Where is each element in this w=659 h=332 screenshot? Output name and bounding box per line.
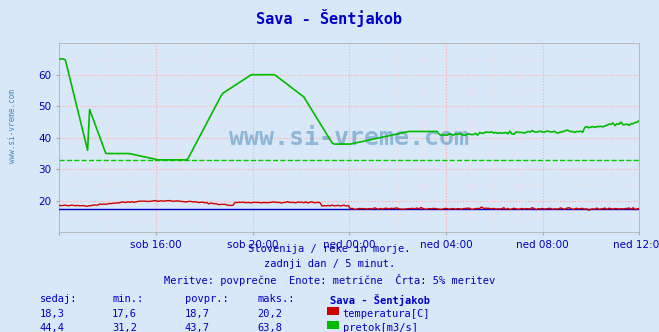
Text: min.:: min.:	[112, 294, 143, 304]
Text: www.si-vreme.com: www.si-vreme.com	[8, 89, 17, 163]
Text: Sava - Šentjakob: Sava - Šentjakob	[256, 9, 403, 27]
Text: Meritve: povprečne  Enote: metrične  Črta: 5% meritev: Meritve: povprečne Enote: metrične Črta:…	[164, 274, 495, 286]
Text: povpr.:: povpr.:	[185, 294, 228, 304]
Text: Slovenija / reke in morje.: Slovenija / reke in morje.	[248, 244, 411, 254]
Text: 44,4: 44,4	[40, 323, 65, 332]
Text: 20,2: 20,2	[257, 309, 282, 319]
Text: sedaj:: sedaj:	[40, 294, 77, 304]
Text: 17,6: 17,6	[112, 309, 137, 319]
Text: 31,2: 31,2	[112, 323, 137, 332]
Text: temperatura[C]: temperatura[C]	[343, 309, 430, 319]
Text: Sava - Šentjakob: Sava - Šentjakob	[330, 294, 430, 306]
Text: 18,3: 18,3	[40, 309, 65, 319]
Text: pretok[m3/s]: pretok[m3/s]	[343, 323, 418, 332]
Text: maks.:: maks.:	[257, 294, 295, 304]
Text: 43,7: 43,7	[185, 323, 210, 332]
Text: 18,7: 18,7	[185, 309, 210, 319]
Text: zadnji dan / 5 minut.: zadnji dan / 5 minut.	[264, 259, 395, 269]
Text: 63,8: 63,8	[257, 323, 282, 332]
Text: www.si-vreme.com: www.si-vreme.com	[229, 126, 469, 150]
